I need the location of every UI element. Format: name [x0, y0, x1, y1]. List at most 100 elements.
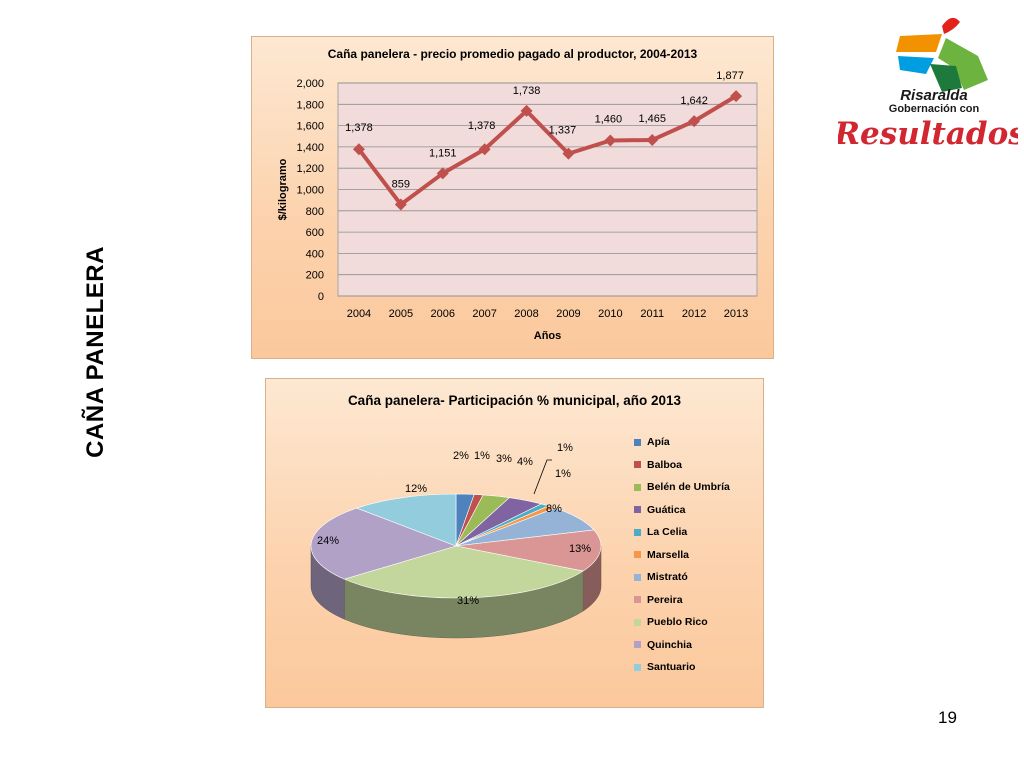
price-data-label: 1,642 [680, 95, 708, 107]
price-data-label: 1,378 [468, 120, 496, 132]
legend-item: Quinchia [634, 634, 730, 657]
legend-swatch [634, 641, 641, 649]
legend-item: Apía [634, 431, 730, 454]
y-tick-label: 800 [306, 206, 324, 218]
pie-data-label: 2% [453, 450, 469, 462]
logo-shape-green [938, 38, 988, 90]
x-axis-label: Años [534, 330, 562, 342]
legend-item: Marsella [634, 544, 730, 567]
legend-label: Balboa [647, 458, 683, 471]
price-point-marker [478, 143, 491, 156]
pie-data-label: 13% [569, 543, 591, 555]
legend-label: Pereira [647, 593, 683, 606]
logo: Risaralda Gobernación con Resultados [833, 8, 1024, 158]
legend-label: La Celia [647, 526, 688, 539]
pie-chart-svg: 2% 1% 3% 4% 1% 1% 8% 13% 31% 24% 12% [310, 442, 602, 639]
x-tick-label: 2008 [514, 308, 538, 320]
legend-item: Santuario [634, 656, 730, 679]
x-tick-label: 2013 [724, 308, 748, 320]
price-point-marker [688, 115, 701, 128]
legend-label: Marsella [647, 548, 690, 561]
pie-slice-7 [455, 529, 602, 572]
legend-swatch [634, 483, 641, 491]
x-tick-label: 2009 [556, 308, 580, 320]
price-point-marker [436, 167, 449, 180]
logo-script-text: Resultados [838, 116, 1018, 152]
price-point-marker [604, 134, 617, 147]
logo-graphic: Risaralda Gobernación con Resultados [833, 17, 1024, 152]
legend-label: Guática [647, 503, 686, 516]
price-data-label: 859 [392, 179, 410, 191]
pie-slice-8 [343, 545, 584, 599]
slide-side-title: CAÑA PANELERA [82, 246, 109, 458]
y-tick-label: 600 [306, 227, 324, 239]
pie-data-label: 1% [474, 450, 490, 462]
municipal-pie-chart-panel: Caña panelera- Participación % municipal… [265, 378, 764, 708]
pie-data-label: 24% [317, 535, 339, 547]
x-tick-label: 2011 [640, 308, 664, 320]
price-point-marker [562, 147, 575, 160]
y-tick-label: 1,200 [296, 163, 324, 175]
logo-shape-blue [898, 56, 934, 74]
pie-legend: Apía Balboa Belén de Umbría Guática La Celia… [634, 431, 730, 679]
price-data-label: 1,460 [595, 114, 623, 126]
pie-slice-10 [355, 493, 457, 547]
legend-label: Belén de Umbría [647, 481, 730, 494]
pie-data-label: 3% [496, 453, 512, 465]
price-data-label: 1,151 [429, 147, 457, 159]
logo-sub-text: Gobernación con [889, 103, 980, 115]
legend-item: Pueblo Rico [634, 611, 730, 634]
price-series-line [357, 94, 738, 207]
logo-shape-orange [896, 34, 942, 52]
legend-swatch [634, 573, 641, 581]
pie-slice-9 [310, 507, 457, 580]
y-tick-label: 1,000 [296, 185, 324, 197]
logo-name-text: Risaralda [900, 87, 968, 104]
pie-data-label: 8% [546, 503, 562, 515]
price-data-label: 1,465 [638, 113, 666, 125]
x-tick-label: 2004 [347, 308, 371, 320]
y-axis-label: $/kilogramo [277, 158, 289, 220]
y-tick-label: 400 [306, 248, 324, 260]
legend-label: Quinchia [647, 638, 692, 651]
price-point-marker [646, 133, 659, 146]
legend-label: Apía [647, 436, 670, 449]
price-data-label: 1,378 [345, 122, 373, 134]
pie-data-label: 12% [405, 483, 427, 495]
legend-label: Pueblo Rico [647, 616, 708, 629]
x-tick-label: 2006 [431, 308, 455, 320]
y-tick-label: 0 [318, 291, 324, 303]
line-chart-title: Caña panelera - precio promedio pagado a… [327, 47, 698, 61]
pie-chart-title: Caña panelera- Participación % municipal… [347, 393, 682, 408]
pie-data-label: 4% [517, 456, 533, 468]
pie-data-label: 1% [557, 442, 573, 454]
price-data-label: 1,877 [716, 70, 744, 82]
legend-swatch [634, 506, 641, 514]
legend-item: Balboa [634, 454, 730, 477]
legend-swatch [634, 551, 641, 559]
legend-item: Pereira [634, 589, 730, 612]
price-data-label: 1,337 [549, 125, 577, 137]
line-chart-svg: 0 200 400 600 800 1,000 1,200 1,400 1,600 1,800 2,… [277, 70, 758, 342]
page-number: 19 [938, 708, 957, 727]
legend-item: Belén de Umbría [634, 476, 730, 499]
legend-swatch [634, 596, 641, 604]
y-tick-label: 1,800 [296, 99, 324, 111]
pie-leader-line [533, 459, 552, 495]
price-line-chart-panel: Caña panelera - precio promedio pagado a… [251, 36, 774, 359]
x-tick-label: 2007 [472, 308, 496, 320]
legend-swatch [634, 438, 641, 446]
legend-label: Santuario [647, 661, 696, 674]
legend-swatch [634, 618, 641, 626]
y-tick-label: 1,600 [296, 121, 324, 133]
price-point-marker [520, 104, 533, 117]
legend-item: La Celia [634, 521, 730, 544]
x-tick-label: 2010 [598, 308, 622, 320]
legend-swatch [634, 528, 641, 536]
logo-shape-darkgreen [930, 64, 962, 92]
legend-swatch [634, 663, 641, 671]
x-tick-label: 2012 [682, 308, 706, 320]
price-point-marker [352, 143, 365, 156]
y-tick-label: 1,400 [296, 142, 324, 154]
x-tick-label: 2005 [389, 308, 413, 320]
